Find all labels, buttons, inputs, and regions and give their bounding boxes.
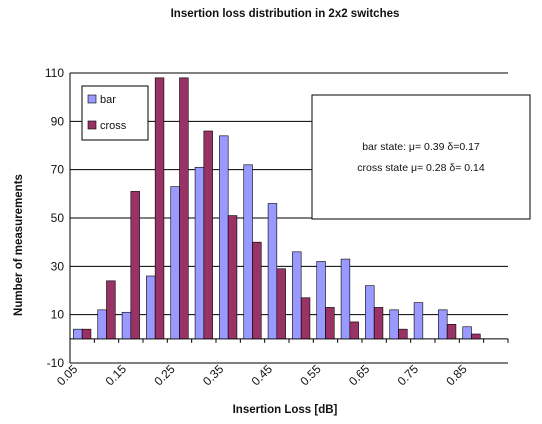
bar-bar-0.85 <box>462 326 472 340</box>
bar-cross-0.45 <box>276 268 286 340</box>
bar-cross-0.85 <box>471 333 481 340</box>
axes <box>69 73 509 363</box>
bar-bar-0.05 <box>73 328 83 340</box>
y-tick-label: 90 <box>51 114 65 128</box>
y-tick-label: 50 <box>51 211 65 225</box>
bar-bar-0.7 <box>389 309 399 340</box>
bar-bar-0.65 <box>365 285 375 340</box>
legend-label-bar: bar <box>100 94 116 106</box>
legend-label-cross: cross <box>100 120 127 132</box>
legend-swatch-cross <box>87 120 97 130</box>
bar-bar-0.4 <box>243 164 253 340</box>
bar-bar-0.25 <box>170 186 180 340</box>
bar-bar-0.1 <box>97 309 107 340</box>
bar-cross-0.8 <box>446 324 457 340</box>
bar-bar-0.2 <box>146 275 156 340</box>
legend: bar cross <box>81 85 149 141</box>
bar-bar-0.55 <box>316 261 326 340</box>
bars <box>73 77 481 340</box>
y-axis-label: Number of measurements <box>13 174 25 316</box>
bar-cross-0.25 <box>179 77 189 340</box>
bar-bar-0.6 <box>340 258 351 340</box>
bar-bar-0.45 <box>267 203 278 340</box>
bar-cross-0.1 <box>106 280 116 340</box>
bar-bar-0.8 <box>438 309 448 340</box>
bar-bar-0.3 <box>194 166 205 340</box>
bar-cross-0.65 <box>373 307 384 340</box>
bar-cross-0.15 <box>130 191 140 340</box>
bar-cross-0.7 <box>398 328 408 340</box>
y-tick-label: 10 <box>51 308 65 322</box>
bar-cross-0.05 <box>81 328 92 340</box>
bar-bar-0.5 <box>292 251 302 340</box>
x-axis-label: Insertion Loss [dB] <box>233 404 338 416</box>
bar-cross-0.55 <box>325 307 335 340</box>
y-tick-label: 70 <box>51 163 65 177</box>
y-tick-label: 30 <box>51 259 65 273</box>
legend-swatch-bar <box>87 94 97 104</box>
annotation-box <box>311 94 531 220</box>
x-tick-labels: 0.05 0.15 0.25 0.35 0.45 0.55 0.65 0.75 0.85 <box>54 362 470 389</box>
bar-cross-0.3 <box>203 130 213 340</box>
bar-cross-0.35 <box>227 215 238 340</box>
bar-bar-0.15 <box>121 311 132 340</box>
bar-cross-0.5 <box>300 297 311 340</box>
annotation-line-cross: cross state μ= 0.28 δ= 0.14 <box>357 162 485 174</box>
bar-bar-0.35 <box>219 135 229 340</box>
bar-cross-0.6 <box>349 321 359 340</box>
bar-cross-0.4 <box>252 241 262 340</box>
y-tick-label: -10 <box>47 356 65 370</box>
chart-title: Insertion loss distribution in 2x2 switc… <box>171 8 400 20</box>
statistics-annotation: bar state: μ= 0.39 δ=0.17 cross state μ=… <box>311 94 531 220</box>
bar-bar-0.75 <box>413 302 424 340</box>
y-tick-labels: -10 10 30 50 70 90 110 <box>45 66 64 370</box>
bar-cross-0.2 <box>154 77 165 340</box>
annotation-line-bar: bar state: μ= 0.39 δ=0.17 <box>362 141 480 153</box>
y-tick-label: 110 <box>45 66 64 80</box>
